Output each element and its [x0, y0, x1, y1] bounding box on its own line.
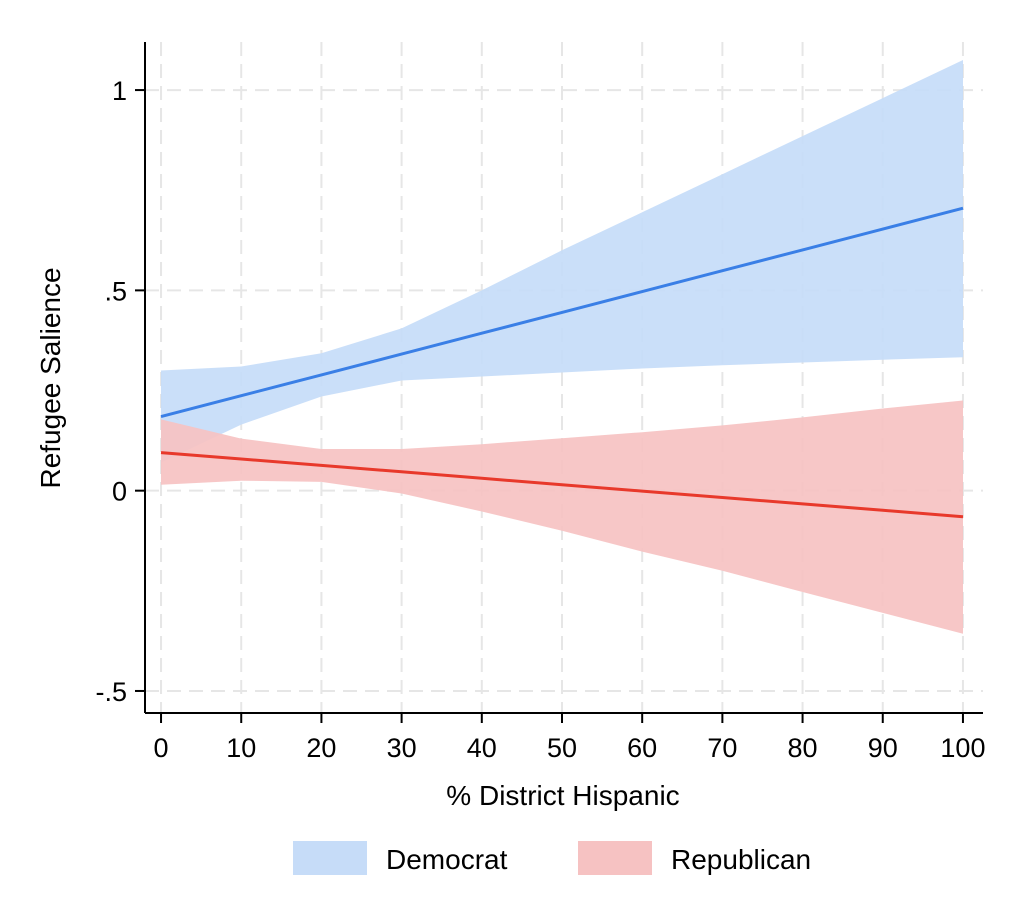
y-axis-ticks: -.5 0 .5 1 — [95, 76, 145, 707]
axes — [144, 42, 983, 714]
x-tick-label: 100 — [940, 733, 985, 763]
x-tick-label: 20 — [306, 733, 336, 763]
ci-band-republican — [161, 400, 963, 634]
x-tick-label: 60 — [627, 733, 657, 763]
x-axis-title: % District Hispanic — [446, 780, 679, 811]
y-tick-label: 1 — [112, 76, 127, 106]
x-axis-ticks: 0 10 20 30 40 50 60 70 80 90 100 — [154, 713, 985, 763]
y-tick-label: .5 — [104, 276, 127, 306]
y-axis-title: Refugee Salience — [35, 267, 66, 488]
x-tick-label: 30 — [387, 733, 417, 763]
legend: Democrat Republican — [293, 841, 811, 875]
legend-label-democrat: Democrat — [386, 844, 508, 875]
x-tick-label: 80 — [788, 733, 818, 763]
x-tick-label: 0 — [154, 733, 169, 763]
series-line-republican — [160, 451, 964, 519]
y-tick-label: 0 — [112, 477, 127, 507]
x-tick-label: 70 — [707, 733, 737, 763]
x-tick-label: 10 — [226, 733, 256, 763]
series-line-democrat — [160, 206, 964, 419]
legend-label-republican: Republican — [671, 844, 811, 875]
x-tick-label: 50 — [547, 733, 577, 763]
fitted-lines — [160, 206, 964, 519]
x-tick-label: 90 — [868, 733, 898, 763]
x-tick-label: 40 — [467, 733, 497, 763]
y-tick-label: -.5 — [95, 677, 127, 707]
legend-swatch-republican — [578, 841, 652, 875]
legend-swatch-democrat — [293, 841, 367, 875]
confidence-bands — [161, 60, 963, 634]
ci-band-democrat — [161, 60, 963, 463]
